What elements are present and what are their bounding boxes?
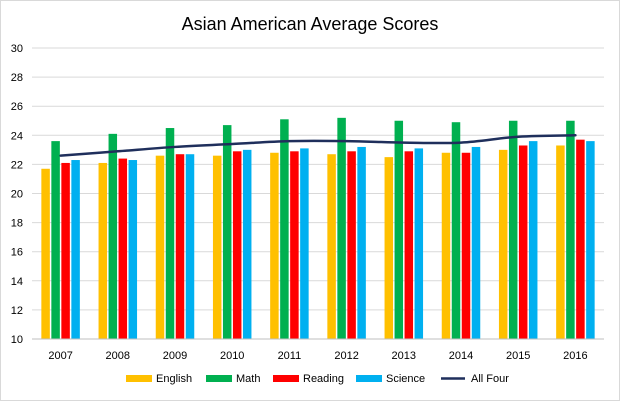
bar-reading-2007 bbox=[61, 162, 70, 339]
bar-science-2009 bbox=[185, 154, 195, 339]
y-tick-label: 12 bbox=[11, 305, 23, 317]
x-tick-label: 2008 bbox=[106, 350, 130, 362]
legend-label: All Four bbox=[471, 373, 509, 385]
y-tick-label: 24 bbox=[11, 130, 23, 142]
x-tick-label: 2012 bbox=[334, 350, 358, 362]
bar-english-2013 bbox=[384, 157, 394, 339]
x-tick-label: 2010 bbox=[220, 350, 244, 362]
bar-reading-2010 bbox=[232, 151, 242, 339]
legend-label: Math bbox=[236, 373, 260, 385]
y-tick-label: 14 bbox=[11, 276, 23, 288]
y-tick-label: 26 bbox=[11, 101, 23, 113]
x-tick-label: 2014 bbox=[449, 350, 473, 362]
bar-english-2012 bbox=[327, 154, 336, 339]
bar-math-2016 bbox=[566, 120, 575, 339]
legend-label: English bbox=[156, 373, 192, 385]
bar-science-2008 bbox=[128, 160, 138, 339]
legend: English Math Reading Science All Four bbox=[126, 373, 509, 385]
bar-english-2008 bbox=[98, 162, 108, 339]
y-tick-label: 18 bbox=[11, 218, 23, 230]
x-axis: 2007 2008 2009 2010 2011 2012 2013 2014 2015 2016 bbox=[32, 338, 604, 362]
bar-english-2015 bbox=[498, 149, 508, 339]
bar-math-2007 bbox=[51, 141, 60, 339]
bar-science-2011 bbox=[300, 148, 309, 339]
bar-math-2008 bbox=[108, 133, 118, 339]
all-four-line bbox=[59, 134, 577, 157]
y-tick-label: 28 bbox=[11, 72, 23, 84]
bar-science-2015 bbox=[528, 141, 538, 339]
bar-reading-2015 bbox=[518, 145, 528, 339]
legend-swatch-reading bbox=[273, 375, 299, 382]
bar-reading-2008 bbox=[118, 158, 128, 339]
x-tick-label: 2015 bbox=[506, 350, 530, 362]
bar-reading-2011 bbox=[290, 151, 299, 339]
legend-swatch-math bbox=[206, 375, 232, 382]
y-tick-label: 30 bbox=[11, 43, 23, 55]
bar-math-2010 bbox=[222, 125, 232, 340]
bar-reading-2014 bbox=[461, 152, 471, 339]
bars bbox=[41, 117, 595, 340]
bar-science-2010 bbox=[242, 149, 252, 339]
legend-swatch-science bbox=[356, 375, 382, 382]
y-axis: 10 12 14 16 18 20 22 24 26 28 30 bbox=[11, 43, 23, 346]
bar-english-2007 bbox=[41, 168, 50, 339]
x-tick-label: 2009 bbox=[163, 350, 187, 362]
bar-science-2013 bbox=[414, 148, 424, 339]
bar-reading-2016 bbox=[576, 139, 585, 339]
y-tick-label: 16 bbox=[11, 247, 23, 259]
x-tick-label: 2011 bbox=[278, 350, 302, 362]
bar-reading-2009 bbox=[175, 154, 185, 339]
bar-reading-2013 bbox=[404, 151, 414, 339]
bar-english-2011 bbox=[270, 152, 279, 339]
bar-science-2012 bbox=[357, 146, 366, 339]
bar-english-2009 bbox=[155, 155, 165, 339]
bar-english-2016 bbox=[556, 145, 565, 339]
legend-label: Science bbox=[386, 373, 425, 385]
x-tick-label: 2013 bbox=[392, 350, 416, 362]
y-tick-label: 20 bbox=[11, 189, 23, 201]
y-tick-label: 22 bbox=[11, 159, 23, 171]
bar-math-2015 bbox=[508, 120, 518, 339]
bar-reading-2012 bbox=[347, 151, 356, 339]
y-tick-label: 10 bbox=[11, 334, 23, 346]
legend-swatch-english bbox=[126, 375, 152, 382]
chart-title: Asian American Average Scores bbox=[182, 14, 439, 34]
bar-math-2009 bbox=[165, 128, 175, 339]
x-tick-label: 2007 bbox=[48, 350, 72, 362]
bar-science-2014 bbox=[471, 146, 481, 339]
bar-english-2014 bbox=[441, 152, 451, 339]
bar-math-2012 bbox=[337, 117, 346, 339]
line-all-four bbox=[59, 134, 577, 157]
bar-math-2014 bbox=[451, 122, 461, 339]
x-tick-label: 2016 bbox=[563, 350, 587, 362]
bar-math-2011 bbox=[280, 119, 289, 339]
bar-math-2013 bbox=[394, 120, 404, 339]
bar-english-2010 bbox=[212, 155, 222, 339]
gridlines bbox=[32, 47, 604, 311]
bar-science-2007 bbox=[71, 160, 80, 339]
bar-science-2016 bbox=[586, 141, 595, 339]
legend-label: Reading bbox=[303, 373, 344, 385]
